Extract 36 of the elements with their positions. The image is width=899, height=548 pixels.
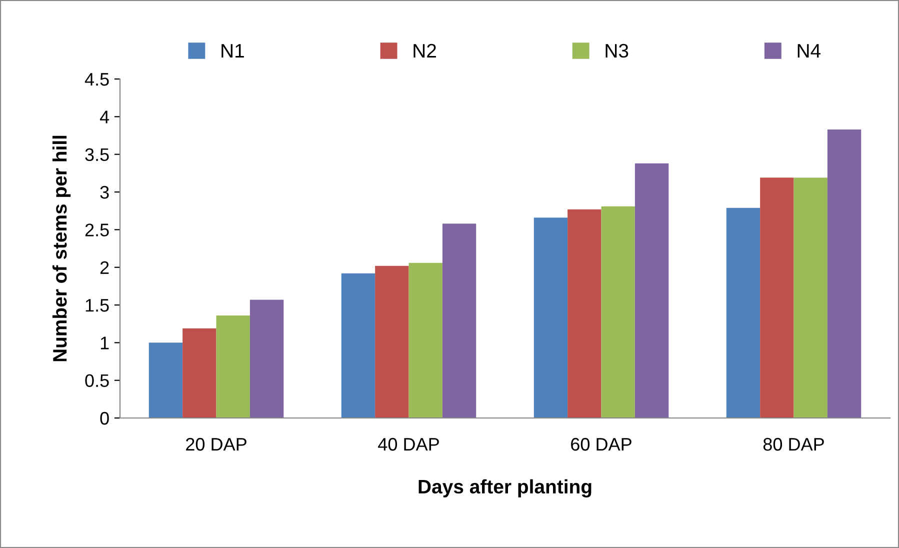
y-tick-label: 3.5: [85, 148, 109, 162]
y-tick-label: 1: [100, 336, 109, 350]
bar: [726, 208, 760, 418]
y-tick-label: 2.5: [85, 224, 109, 236]
bar: [148, 342, 183, 418]
y-tick-label: 1.5: [86, 299, 109, 312]
bar: [375, 266, 409, 418]
bar: [568, 209, 602, 418]
bar: [250, 300, 284, 418]
legend-label: N4: [798, 44, 821, 58]
y-tick-label: 2: [100, 261, 109, 274]
bar: [827, 129, 862, 418]
bar: [601, 206, 635, 418]
y-tick-label: 4: [100, 110, 110, 124]
bar: [794, 178, 828, 418]
y-tick-label: 0: [100, 412, 109, 425]
bar: [634, 163, 669, 418]
legend-label: N1: [222, 44, 244, 58]
y-axis-title: Number of stems per hill: [52, 136, 71, 362]
legend-label: N3: [606, 44, 628, 58]
x-tick-label: 20 DAP: [186, 438, 246, 451]
bar: [442, 224, 476, 418]
x-tick-label: 60 DAP: [571, 438, 632, 451]
y-tick-label: 3: [100, 186, 109, 199]
x-tick-label: 40 DAP: [378, 438, 439, 451]
y-tick-label: 0.5: [85, 374, 109, 388]
bar: [534, 218, 568, 418]
legend-label: N2: [414, 44, 436, 58]
bar: [216, 316, 250, 418]
bar: [760, 178, 794, 418]
x-tick-label: 80 DAP: [763, 438, 824, 451]
x-axis-title: Days after planting: [418, 479, 592, 498]
y-tick-label: 4.5: [84, 73, 109, 86]
bar: [408, 262, 442, 418]
bar: [341, 273, 376, 418]
bar: [182, 328, 216, 418]
